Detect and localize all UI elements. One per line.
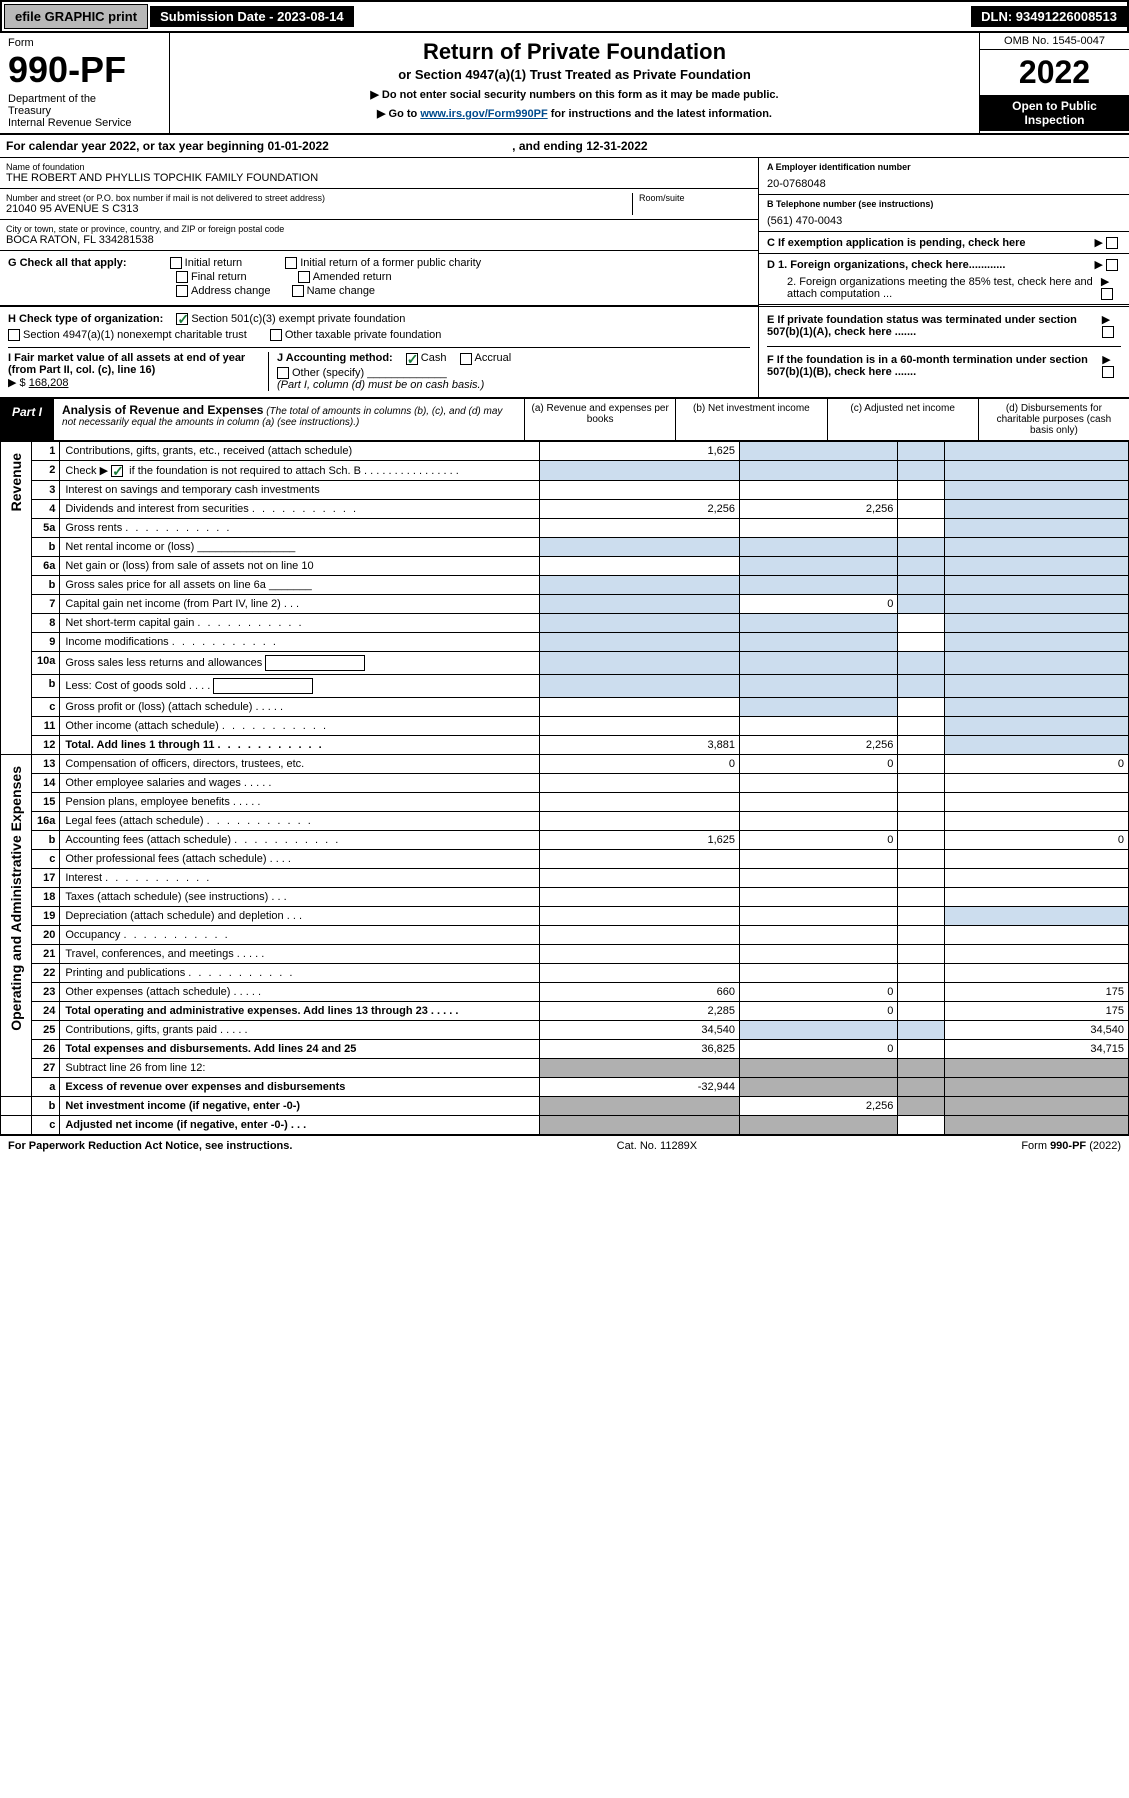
no-schb-checkbox[interactable] [111,465,123,477]
initial-former-checkbox[interactable] [285,257,297,269]
city-cell: City or town, state or province, country… [0,220,758,251]
col-a-head: (a) Revenue and expenses per books [524,399,675,440]
other-method-checkbox[interactable] [277,367,289,379]
expenses-label: Operating and Administrative Expenses [6,758,26,1039]
submission-date: Submission Date - 2023-08-14 [150,6,354,27]
initial-return-checkbox[interactable] [170,257,182,269]
info-grid: Name of foundation THE ROBERT AND PHYLLI… [0,158,1129,307]
open-to-public: Open to Public Inspection [980,95,1129,131]
other-taxable-checkbox[interactable] [270,329,282,341]
part1-table: Revenue 1Contributions, gifts, grants, e… [0,441,1129,1135]
501c3-checkbox[interactable] [176,313,188,325]
ein-cell: A Employer identification number 20-0768… [759,158,1129,195]
phone-cell: B Telephone number (see instructions) (5… [759,195,1129,232]
paperwork-notice: For Paperwork Reduction Act Notice, see … [8,1140,292,1152]
foreign-85-checkbox[interactable] [1101,288,1113,300]
col-b-head: (b) Net investment income [675,399,826,440]
part1-header: Part I Analysis of Revenue and Expenses … [0,399,1129,441]
top-bar: efile GRAPHIC print Submission Date - 20… [0,0,1129,33]
fmv-value: 168,208 [29,377,69,389]
efile-print-button[interactable]: efile GRAPHIC print [4,4,148,29]
irs-link[interactable]: www.irs.gov/Form990PF [420,108,547,120]
form-label: Form [8,37,161,49]
form-note-goto: ▶ Go to www.irs.gov/Form990PF for instru… [176,107,973,120]
tax-year: 2022 [980,50,1129,95]
form-note-ssn: ▶ Do not enter social security numbers o… [176,88,973,101]
form-title: Return of Private Foundation [176,39,973,65]
cat-no: Cat. No. 11289X [617,1140,698,1152]
form-subtitle: or Section 4947(a)(1) Trust Treated as P… [176,67,973,82]
section-d: D 1. Foreign organizations, check here..… [759,254,1129,305]
foreign-org-checkbox[interactable] [1106,259,1118,271]
60month-checkbox[interactable] [1102,366,1114,378]
part1-desc: Analysis of Revenue and Expenses (The to… [54,399,524,440]
col-c-head: (c) Adjusted net income [827,399,978,440]
foundation-name-cell: Name of foundation THE ROBERT AND PHYLLI… [0,158,758,189]
amended-return-checkbox[interactable] [298,271,310,283]
footer: For Paperwork Reduction Act Notice, see … [0,1135,1129,1156]
form-ref: Form 990-PF (2022) [1021,1140,1121,1152]
address-change-checkbox[interactable] [176,285,188,297]
4947-checkbox[interactable] [8,329,20,341]
calendar-year-row: For calendar year 2022, or tax year begi… [0,135,1129,158]
section-hij: H Check type of organization: Section 50… [0,307,1129,398]
accrual-checkbox[interactable] [460,353,472,365]
section-c: C If exemption application is pending, c… [759,232,1129,254]
exemption-pending-checkbox[interactable] [1106,237,1118,249]
dept-treasury: Department of theTreasuryInternal Revenu… [8,93,161,129]
form-header: Form 990-PF Department of theTreasuryInt… [0,33,1129,135]
form-number: 990-PF [8,49,161,91]
part1-label: Part I [0,399,54,440]
name-change-checkbox[interactable] [292,285,304,297]
address-cell: Number and street (or P.O. box number if… [0,189,758,220]
revenue-label: Revenue [6,445,26,519]
section-g: G Check all that apply: Initial return I… [0,251,758,306]
cash-checkbox[interactable] [406,353,418,365]
col-d-head: (d) Disbursements for charitable purpose… [978,399,1129,440]
final-return-checkbox[interactable] [176,271,188,283]
dln: DLN: 93491226008513 [971,6,1127,27]
omb-number: OMB No. 1545-0047 [980,33,1129,50]
terminated-checkbox[interactable] [1102,326,1114,338]
